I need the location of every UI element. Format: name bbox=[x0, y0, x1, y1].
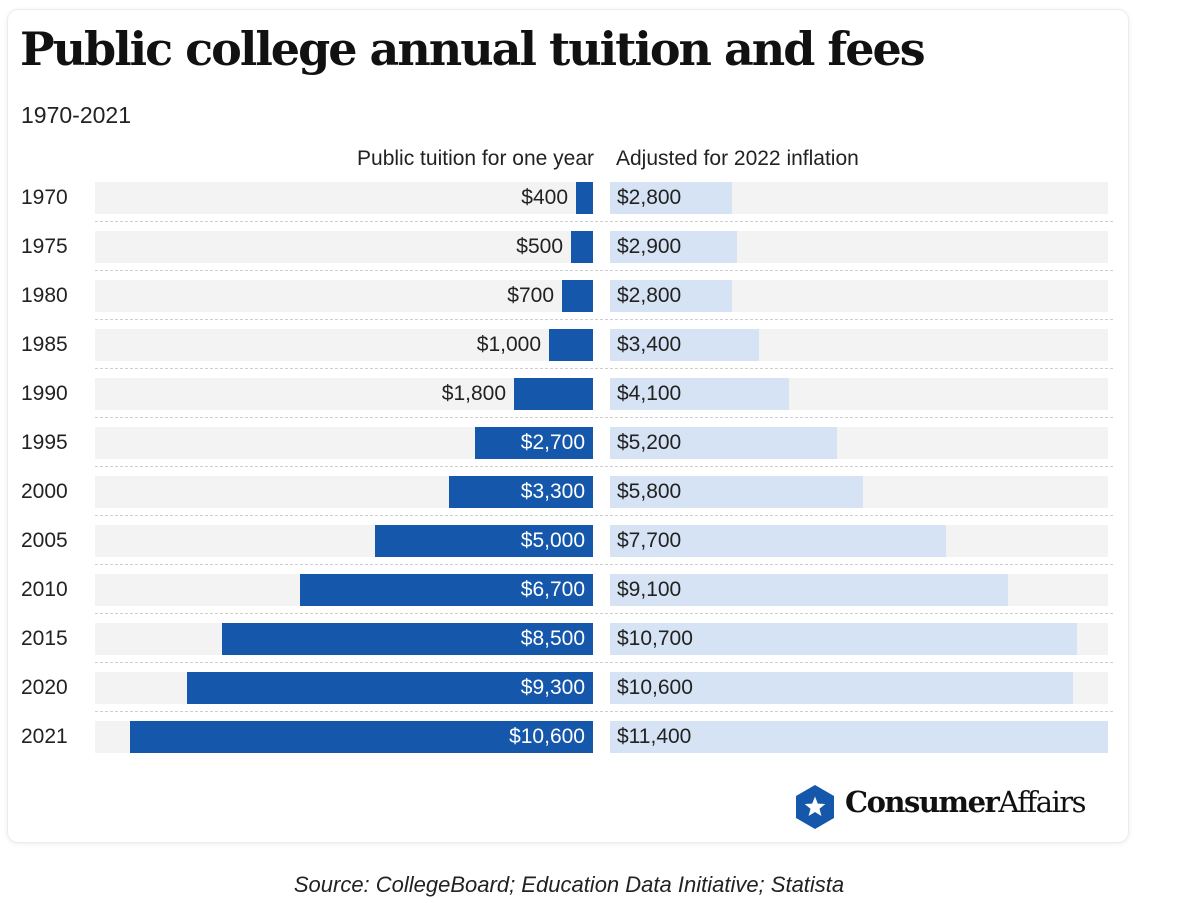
logo-wordmark: ConsumerAffairs bbox=[845, 785, 1087, 819]
chart-subtitle: 1970-2021 bbox=[21, 102, 131, 128]
row-divider bbox=[95, 564, 1113, 565]
table-row: 2000 $3,300 $5,800 bbox=[0, 476, 1204, 525]
consumer-affairs-logo: ConsumerAffairs bbox=[793, 783, 1123, 831]
bar-track-nominal bbox=[95, 182, 593, 214]
bar-track-nominal bbox=[95, 378, 593, 410]
logo-regular: Affairs bbox=[998, 785, 1086, 819]
year-label: 2015 bbox=[21, 627, 68, 650]
row-divider bbox=[95, 319, 1113, 320]
row-divider bbox=[95, 466, 1113, 467]
bar-nominal-1975 bbox=[571, 231, 593, 263]
value-label-nominal-1995: $2,700 bbox=[520, 431, 585, 454]
table-row: 2021 $10,600 $11,400 bbox=[0, 721, 1204, 770]
row-divider bbox=[95, 270, 1113, 271]
value-label-adjusted-2020: $10,600 bbox=[617, 676, 693, 699]
bar-nominal-2000 bbox=[449, 476, 593, 508]
table-row: 2005 $5,000 $7,700 bbox=[0, 525, 1204, 574]
value-label-nominal-1980: $700 bbox=[507, 284, 554, 307]
year-label: 2005 bbox=[21, 529, 68, 552]
value-label-adjusted-2000: $5,800 bbox=[617, 480, 682, 503]
bar-nominal-1985 bbox=[549, 329, 593, 361]
value-label-adjusted-1975: $2,900 bbox=[617, 235, 682, 258]
bar-nominal-2021 bbox=[130, 721, 593, 753]
year-label: 1985 bbox=[21, 333, 68, 356]
table-row: 1990 $1,800 $4,100 bbox=[0, 378, 1204, 427]
value-label-adjusted-1990: $4,100 bbox=[617, 382, 682, 405]
row-divider bbox=[95, 515, 1113, 516]
value-label-adjusted-2015: $10,700 bbox=[617, 627, 693, 650]
bar-nominal-1990 bbox=[514, 378, 593, 410]
bar-adjusted-2015 bbox=[610, 623, 1077, 655]
bar-adjusted-1980 bbox=[610, 280, 732, 312]
bar-nominal-2020 bbox=[187, 672, 593, 704]
table-row: 2015 $8,500 $10,700 bbox=[0, 623, 1204, 672]
legend-adjusted: Adjusted for 2022 inflation bbox=[616, 147, 859, 170]
logo-bold: Consumer bbox=[845, 785, 1000, 819]
table-row: 2020 $9,300 $10,600 bbox=[0, 672, 1204, 721]
value-label-adjusted-1980: $2,800 bbox=[617, 284, 682, 307]
bar-nominal-2015 bbox=[222, 623, 593, 655]
chart-title: Public college annual tuition and fees bbox=[20, 22, 926, 76]
value-label-nominal-2005: $5,000 bbox=[520, 529, 585, 552]
row-divider bbox=[95, 613, 1113, 614]
value-label-nominal-1975: $500 bbox=[516, 235, 563, 258]
bar-adjusted-2021 bbox=[610, 721, 1108, 753]
table-row: 1985 $1,000 $3,400 bbox=[0, 329, 1204, 378]
bar-nominal-1970 bbox=[576, 182, 593, 214]
year-label: 1995 bbox=[21, 431, 68, 454]
bar-rows: 1970 $400 $2,800 1975 $500 $2,900 1980 $700 $2,8… bbox=[0, 182, 1204, 770]
bar-track-nominal bbox=[95, 280, 593, 312]
source-note: Source: CollegeBoard; Education Data Ini… bbox=[293, 872, 845, 897]
bar-track-nominal bbox=[95, 231, 593, 263]
bar-nominal-1995 bbox=[475, 427, 593, 459]
value-label-nominal-2000: $3,300 bbox=[520, 480, 585, 503]
legend-nominal: Public tuition for one year bbox=[357, 147, 594, 170]
bar-nominal-2005 bbox=[375, 525, 593, 557]
row-divider bbox=[95, 417, 1113, 418]
bar-nominal-2010 bbox=[300, 574, 593, 606]
value-label-adjusted-2010: $9,100 bbox=[617, 578, 682, 601]
bar-adjusted-2010 bbox=[610, 574, 1008, 606]
value-label-nominal-1985: $1,000 bbox=[476, 333, 541, 356]
star-hexagon-icon bbox=[796, 785, 834, 829]
bar-nominal-1980 bbox=[562, 280, 593, 312]
year-label: 1990 bbox=[21, 382, 68, 405]
table-row: 1970 $400 $2,800 bbox=[0, 182, 1204, 231]
bar-adjusted-2020 bbox=[610, 672, 1073, 704]
year-label: 2000 bbox=[21, 480, 68, 503]
value-label-adjusted-1970: $2,800 bbox=[617, 186, 682, 209]
value-label-nominal-2015: $8,500 bbox=[520, 627, 585, 650]
bar-adjusted-1970 bbox=[610, 182, 732, 214]
value-label-nominal-2021: $10,600 bbox=[509, 725, 585, 748]
table-row: 1995 $2,700 $5,200 bbox=[0, 427, 1204, 476]
table-row: 1980 $700 $2,800 bbox=[0, 280, 1204, 329]
table-row: 2010 $6,700 $9,100 bbox=[0, 574, 1204, 623]
bar-adjusted-1975 bbox=[610, 231, 737, 263]
value-label-adjusted-2021: $11,400 bbox=[617, 725, 692, 748]
bar-adjusted-1990 bbox=[610, 378, 789, 410]
table-row: 1975 $500 $2,900 bbox=[0, 231, 1204, 280]
year-label: 1980 bbox=[21, 284, 68, 307]
bar-adjusted-1985 bbox=[610, 329, 759, 361]
row-divider bbox=[95, 221, 1113, 222]
value-label-nominal-1970: $400 bbox=[521, 186, 568, 209]
bar-adjusted-2005 bbox=[610, 525, 946, 557]
year-label: 1970 bbox=[21, 186, 68, 209]
bar-adjusted-1995 bbox=[610, 427, 837, 459]
value-label-nominal-2010: $6,700 bbox=[520, 578, 585, 601]
value-label-nominal-2020: $9,300 bbox=[520, 676, 585, 699]
row-divider bbox=[95, 662, 1113, 663]
year-label: 1975 bbox=[21, 235, 68, 258]
year-label: 2010 bbox=[21, 578, 68, 601]
bar-track-nominal bbox=[95, 329, 593, 361]
row-divider bbox=[95, 711, 1113, 712]
value-label-nominal-1990: $1,800 bbox=[441, 382, 506, 405]
year-label: 2020 bbox=[21, 676, 68, 699]
value-label-adjusted-1995: $5,200 bbox=[617, 431, 682, 454]
value-label-adjusted-1985: $3,400 bbox=[617, 333, 682, 356]
value-label-adjusted-2005: $7,700 bbox=[617, 529, 682, 552]
year-label: 2021 bbox=[21, 725, 68, 748]
row-divider bbox=[95, 368, 1113, 369]
bar-adjusted-2000 bbox=[610, 476, 863, 508]
